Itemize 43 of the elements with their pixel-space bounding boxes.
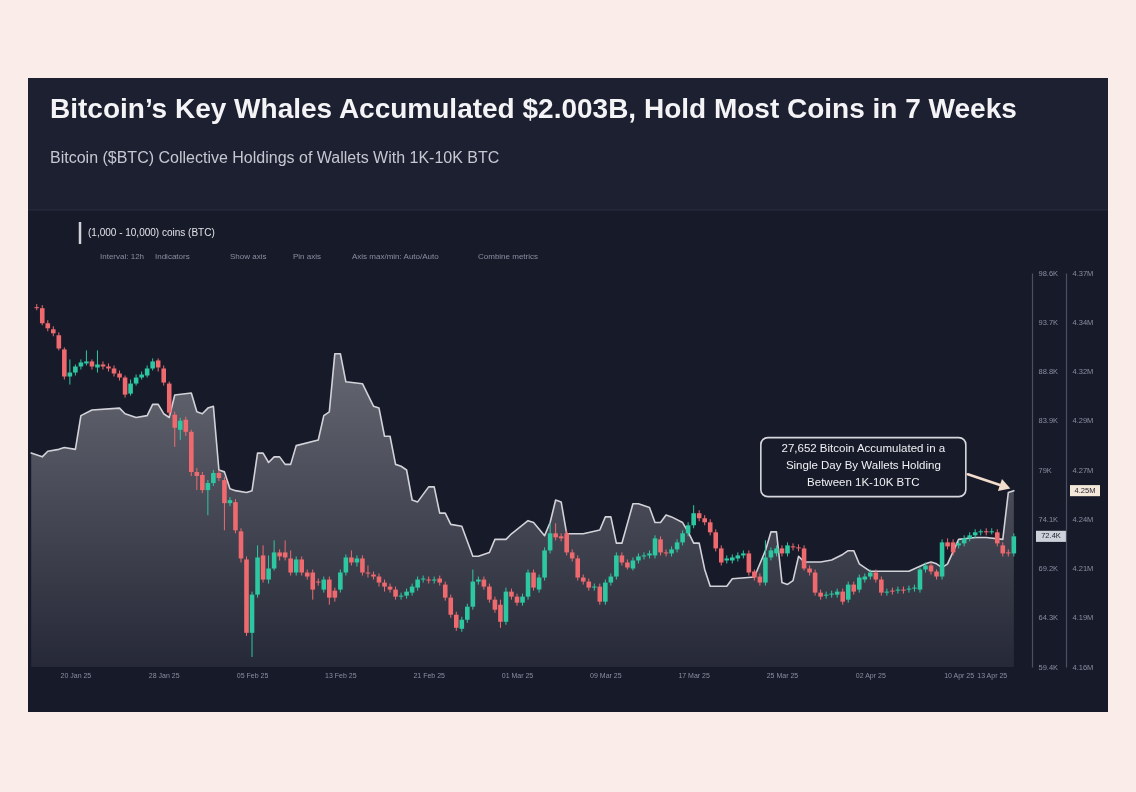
candlestick [222, 476, 227, 531]
candlestick [95, 349, 100, 374]
chart-title: Bitcoin’s Key Whales Accumulated $2.003B, Hold Most Coins in 7 Weeks [50, 93, 1017, 124]
candlestick [465, 603, 470, 624]
candlestick [614, 551, 619, 581]
candlestick [360, 554, 365, 577]
candlestick [293, 555, 299, 577]
candlestick [288, 549, 293, 577]
candlestick [177, 417, 183, 441]
text: Show axis [230, 252, 267, 261]
annotation: 27,652 Bitcoin Accumulated in a Single Day By Wallets Holding Between 1K-10K BTC [781, 441, 946, 488]
candlestick [266, 554, 271, 585]
candlestick [343, 553, 349, 577]
candlestick [453, 611, 459, 632]
candlestick [845, 581, 851, 604]
candlestick [658, 535, 663, 556]
candlestick [271, 539, 277, 572]
candlestick [172, 411, 178, 448]
candlestick [928, 561, 934, 576]
candlestick [603, 579, 608, 606]
candlestick [879, 576, 884, 597]
text: Axis max/min: Auto/Auto [352, 252, 440, 261]
legend-label: (1,000 - 10,000) coins (BTC) [88, 227, 215, 238]
candlestick [448, 594, 454, 619]
candlestick [691, 504, 696, 529]
candlestick [442, 581, 448, 602]
candlestick [161, 364, 167, 387]
text: Indicators [155, 252, 190, 261]
text: Pin axis [293, 252, 322, 261]
candlestick [713, 528, 719, 552]
candlestick [801, 544, 807, 572]
candlestick [39, 304, 45, 326]
candlestick [111, 364, 117, 378]
candlestick [575, 554, 581, 582]
text: Combine metrics [478, 252, 539, 261]
candlestick [531, 569, 536, 592]
candlestick [718, 544, 724, 566]
candlestick [183, 416, 189, 437]
candlestick [487, 583, 492, 604]
candlestick [338, 569, 343, 594]
text: Interval: 12h [100, 252, 145, 261]
chart-subtitle: Bitcoin ($BTC) Collective Holdings of Wallets With 1K-10K BTC [50, 149, 500, 166]
candlestick [299, 555, 305, 577]
